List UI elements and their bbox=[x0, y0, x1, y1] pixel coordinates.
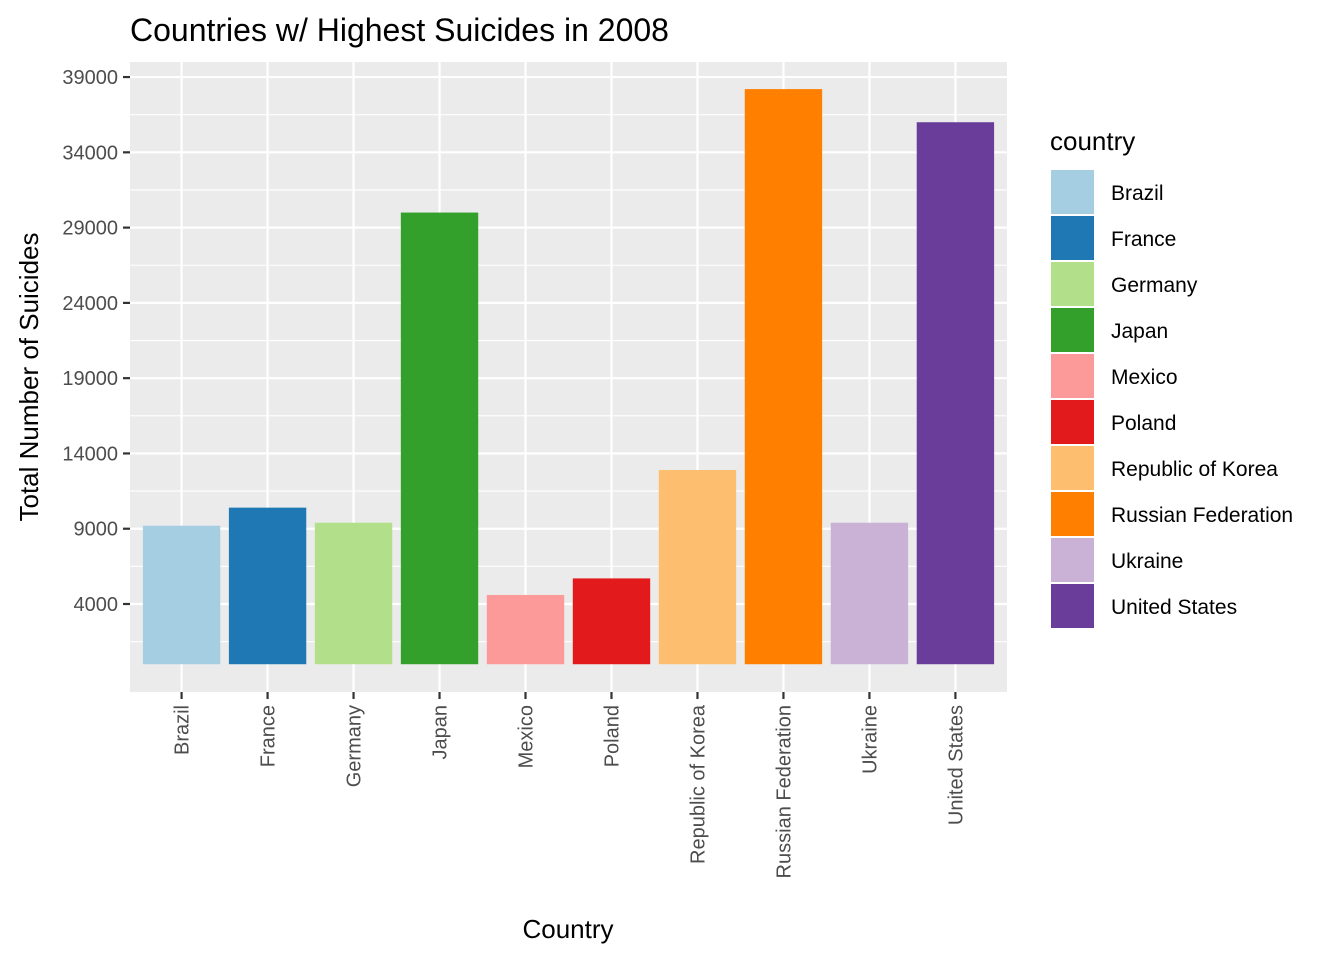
bars bbox=[142, 89, 995, 665]
legend-label: Mexico bbox=[1111, 366, 1178, 389]
y-tick-label: 19000 bbox=[62, 368, 118, 390]
y-tick-label: 9000 bbox=[74, 519, 119, 541]
legend-label: Japan bbox=[1111, 320, 1168, 343]
legend-swatch bbox=[1051, 262, 1094, 306]
y-axis: 4000 9000 14000 19000 24000 29000 34000 39000 bbox=[62, 67, 130, 616]
legend-label: Brazil bbox=[1111, 182, 1164, 205]
bar-japan bbox=[400, 212, 479, 665]
y-tick-label: 39000 bbox=[62, 67, 118, 89]
x-axis: Brazil France Germany Japan Mexico Poland Repu… bbox=[172, 692, 967, 878]
legend-label: Poland bbox=[1111, 412, 1176, 435]
legend-swatch bbox=[1051, 308, 1094, 352]
legend-swatch bbox=[1051, 538, 1094, 582]
y-tick-label: 14000 bbox=[62, 443, 118, 465]
legend-label: France bbox=[1111, 228, 1176, 251]
legend: country Brazil France Germany Japan Mexico Po… bbox=[1050, 126, 1293, 628]
x-tick-label: Republic of Korea bbox=[687, 704, 709, 864]
legend-swatch bbox=[1051, 216, 1094, 260]
y-tick-label: 4000 bbox=[74, 594, 119, 616]
bar-russian-federation bbox=[744, 89, 823, 665]
bar-brazil bbox=[142, 525, 221, 665]
bar-ukraine bbox=[830, 522, 909, 665]
x-tick-label: Brazil bbox=[172, 705, 194, 755]
legend-label: Ukraine bbox=[1111, 550, 1183, 573]
legend-swatch bbox=[1051, 400, 1094, 444]
legend-items: Brazil France Germany Japan Mexico Poland Repu… bbox=[1051, 170, 1293, 628]
legend-swatch bbox=[1051, 584, 1094, 628]
legend-swatch bbox=[1051, 492, 1094, 536]
y-tick-label: 24000 bbox=[62, 293, 118, 315]
x-tick-label: Russian Federation bbox=[773, 705, 795, 878]
legend-label: Germany bbox=[1111, 274, 1198, 297]
bar-mexico bbox=[486, 594, 565, 665]
legend-title: country bbox=[1050, 126, 1135, 156]
legend-label: Republic of Korea bbox=[1111, 458, 1278, 481]
x-tick-label: Mexico bbox=[516, 705, 538, 768]
bar-france bbox=[228, 507, 307, 665]
x-tick-label: Germany bbox=[344, 705, 366, 787]
y-axis-title: Total Number of Suicides bbox=[14, 232, 44, 521]
x-tick-label: France bbox=[258, 705, 280, 767]
bar-united-states bbox=[916, 122, 995, 665]
legend-swatch bbox=[1051, 170, 1094, 214]
y-tick-label: 29000 bbox=[62, 218, 118, 240]
legend-label: United States bbox=[1111, 596, 1237, 619]
bar-poland bbox=[572, 578, 651, 665]
legend-swatch bbox=[1051, 354, 1094, 398]
bar-germany bbox=[314, 522, 393, 665]
x-tick-label: Japan bbox=[430, 705, 452, 760]
x-axis-title: Country bbox=[522, 914, 613, 944]
x-tick-label: Poland bbox=[601, 705, 623, 767]
bar-republic-of-korea bbox=[658, 470, 737, 665]
legend-label: Russian Federation bbox=[1111, 504, 1293, 527]
chart-title: Countries w/ Highest Suicides in 2008 bbox=[130, 12, 669, 48]
x-tick-label: United States bbox=[945, 705, 967, 825]
legend-swatch bbox=[1051, 446, 1094, 490]
x-tick-label: Ukraine bbox=[859, 705, 881, 774]
y-tick-label: 34000 bbox=[62, 142, 118, 164]
